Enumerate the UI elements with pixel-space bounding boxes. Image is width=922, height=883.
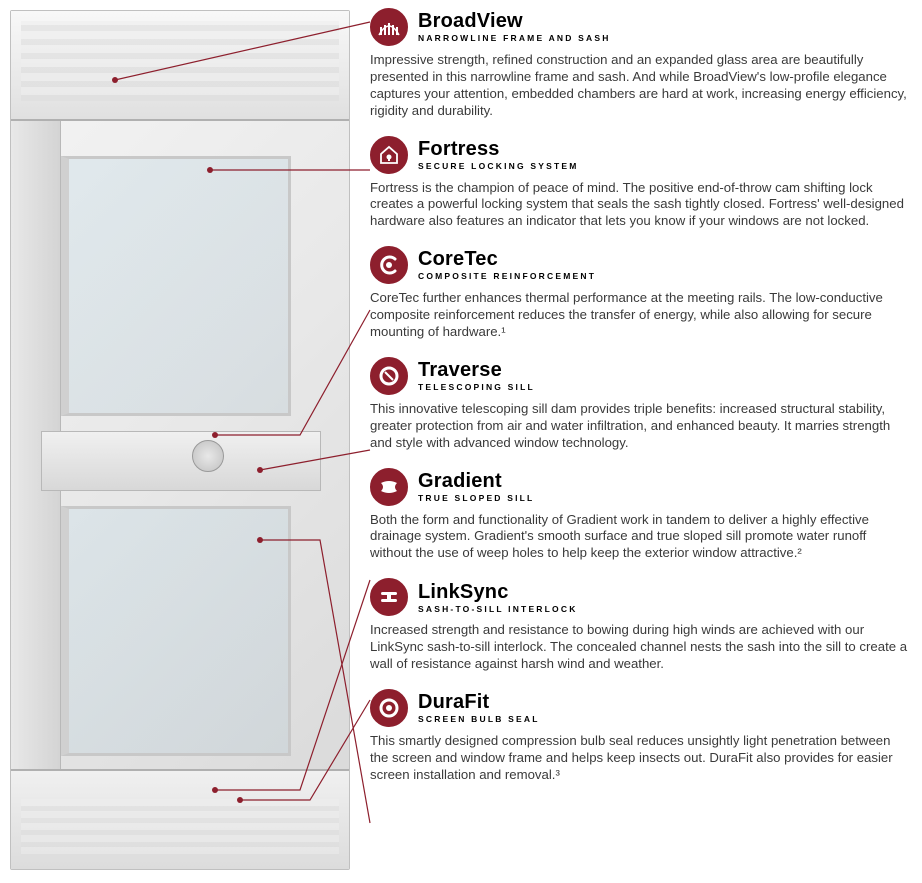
traverse-icon bbox=[370, 357, 408, 395]
feature-subtitle: TRUE SLOPED SILL bbox=[418, 494, 534, 503]
feature-subtitle: SASH-TO-SILL INTERLOCK bbox=[418, 605, 578, 614]
sill-section bbox=[11, 769, 349, 869]
feature-subtitle: TELESCOPING SILL bbox=[418, 383, 535, 392]
feature-linksync: LinkSync SASH-TO-SILL INTERLOCK Increase… bbox=[370, 578, 910, 673]
feature-header: CoreTec COMPOSITE REINFORCEMENT bbox=[370, 246, 910, 284]
frame-top-section bbox=[11, 11, 349, 121]
linksync-icon bbox=[370, 578, 408, 616]
feature-subtitle: COMPOSITE REINFORCEMENT bbox=[418, 272, 596, 281]
feature-body: Increased strength and resistance to bow… bbox=[370, 622, 910, 673]
gradient-icon bbox=[370, 468, 408, 506]
upper-glass-pane bbox=[61, 156, 291, 416]
feature-header: Gradient TRUE SLOPED SILL bbox=[370, 468, 910, 506]
feature-gradient: Gradient TRUE SLOPED SILL Both the form … bbox=[370, 468, 910, 563]
feature-title: DuraFit bbox=[418, 692, 540, 712]
window-cutaway bbox=[10, 10, 350, 870]
features-column: BroadView NARROWLINE FRAME AND SASH Impr… bbox=[370, 8, 910, 800]
durafit-icon bbox=[370, 689, 408, 727]
feature-subtitle: SCREEN BULB SEAL bbox=[418, 715, 540, 724]
feature-body: This smartly designed compression bulb s… bbox=[370, 733, 910, 784]
feature-header: BroadView NARROWLINE FRAME AND SASH bbox=[370, 8, 910, 46]
feature-broadview: BroadView NARROWLINE FRAME AND SASH Impr… bbox=[370, 8, 910, 120]
lower-glass-pane bbox=[61, 506, 291, 756]
feature-body: Fortress is the champion of peace of min… bbox=[370, 180, 910, 231]
feature-title: Fortress bbox=[418, 139, 579, 159]
feature-header: DuraFit SCREEN BULB SEAL bbox=[370, 689, 910, 727]
window-diagram bbox=[0, 0, 370, 883]
feature-title: BroadView bbox=[418, 11, 611, 31]
feature-coretec: CoreTec COMPOSITE REINFORCEMENT CoreTec … bbox=[370, 246, 910, 341]
feature-title: CoreTec bbox=[418, 249, 596, 269]
feature-body: Both the form and functionality of Gradi… bbox=[370, 512, 910, 563]
feature-header: LinkSync SASH-TO-SILL INTERLOCK bbox=[370, 578, 910, 616]
feature-titles: Traverse TELESCOPING SILL bbox=[418, 360, 535, 392]
feature-titles: BroadView NARROWLINE FRAME AND SASH bbox=[418, 11, 611, 43]
feature-header: Fortress SECURE LOCKING SYSTEM bbox=[370, 136, 910, 174]
feature-title: LinkSync bbox=[418, 582, 578, 602]
feature-subtitle: NARROWLINE FRAME AND SASH bbox=[418, 34, 611, 43]
feature-body: Impressive strength, refined constructio… bbox=[370, 52, 910, 120]
feature-body: This innovative telescoping sill dam pro… bbox=[370, 401, 910, 452]
feature-body: CoreTec further enhances thermal perform… bbox=[370, 290, 910, 341]
feature-titles: LinkSync SASH-TO-SILL INTERLOCK bbox=[418, 582, 578, 614]
feature-titles: DuraFit SCREEN BULB SEAL bbox=[418, 692, 540, 724]
feature-titles: Fortress SECURE LOCKING SYSTEM bbox=[418, 139, 579, 171]
broadview-icon bbox=[370, 8, 408, 46]
feature-durafit: DuraFit SCREEN BULB SEAL This smartly de… bbox=[370, 689, 910, 784]
feature-titles: CoreTec COMPOSITE REINFORCEMENT bbox=[418, 249, 596, 281]
feature-header: Traverse TELESCOPING SILL bbox=[370, 357, 910, 395]
feature-traverse: Traverse TELESCOPING SILL This innovativ… bbox=[370, 357, 910, 452]
feature-subtitle: SECURE LOCKING SYSTEM bbox=[418, 162, 579, 171]
feature-fortress: Fortress SECURE LOCKING SYSTEM Fortress … bbox=[370, 136, 910, 231]
feature-titles: Gradient TRUE SLOPED SILL bbox=[418, 471, 534, 503]
coretec-icon bbox=[370, 246, 408, 284]
meeting-rail-section bbox=[41, 431, 321, 491]
feature-title: Gradient bbox=[418, 471, 534, 491]
fortress-icon bbox=[370, 136, 408, 174]
feature-title: Traverse bbox=[418, 360, 535, 380]
